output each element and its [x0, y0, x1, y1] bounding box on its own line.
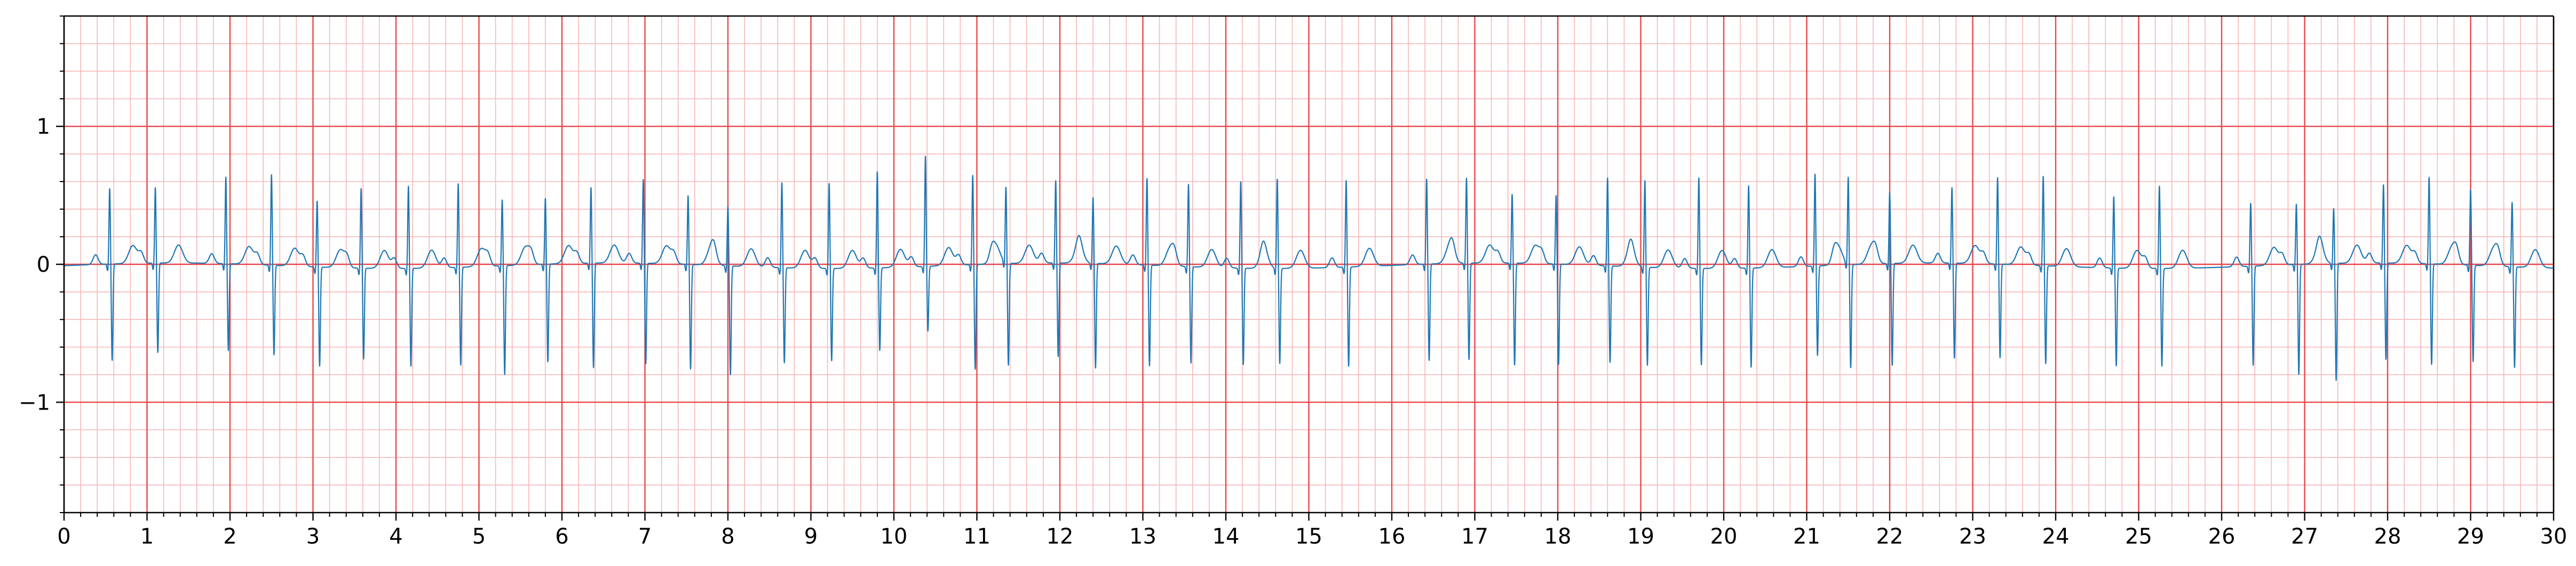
x-tick-label: 4	[389, 524, 402, 549]
x-tick-label: 27	[2291, 524, 2318, 549]
tick-label-layer: 0 1 2 3 4 5 6 7 8 9 10 11 12 13 14 15 16 17 18 19 20 21 22 23 24…	[19, 115, 2567, 549]
x-tick-label: 10	[881, 524, 908, 549]
x-tick-label: 25	[2125, 524, 2152, 549]
x-tick-label: 18	[1544, 524, 1572, 549]
x-tick-label: 14	[1212, 524, 1240, 549]
y-tick-label: 0	[37, 253, 50, 277]
x-tick-label: 22	[1876, 524, 1904, 549]
x-tick-label: 3	[306, 524, 320, 549]
x-tick-label: 28	[2374, 524, 2401, 549]
x-tick-label: 15	[1295, 524, 1322, 549]
x-tick-label: 1	[140, 524, 154, 549]
x-tick-label: 19	[1627, 524, 1654, 549]
x-tick-label: 11	[963, 524, 990, 549]
x-tick-label: 12	[1047, 524, 1074, 549]
x-tick-label: 21	[1793, 524, 1820, 549]
x-tick-label: 8	[721, 524, 734, 549]
x-tick-label: 0	[57, 524, 70, 549]
x-tick-label: 23	[1959, 524, 1986, 549]
y-tick-label: −1	[19, 390, 50, 415]
x-tick-label: 26	[2208, 524, 2236, 549]
x-tick-label: 24	[2042, 524, 2070, 549]
x-tick-label: 9	[804, 524, 818, 549]
tick-layer	[56, 15, 2555, 521]
ecg-trace-line	[64, 155, 2554, 381]
y-tick-label: 1	[37, 115, 50, 139]
trace-layer	[64, 155, 2554, 381]
x-tick-label: 5	[472, 524, 486, 549]
x-tick-label: 29	[2457, 524, 2484, 549]
x-tick-label: 7	[638, 524, 652, 549]
x-tick-label: 6	[555, 524, 568, 549]
x-tick-label: 30	[2540, 524, 2567, 549]
x-tick-label: 16	[1378, 524, 1406, 549]
x-tick-label: 20	[1710, 524, 1738, 549]
x-tick-label: 13	[1129, 524, 1156, 549]
x-tick-label: 2	[223, 524, 236, 549]
x-tick-label: 17	[1461, 524, 1488, 549]
